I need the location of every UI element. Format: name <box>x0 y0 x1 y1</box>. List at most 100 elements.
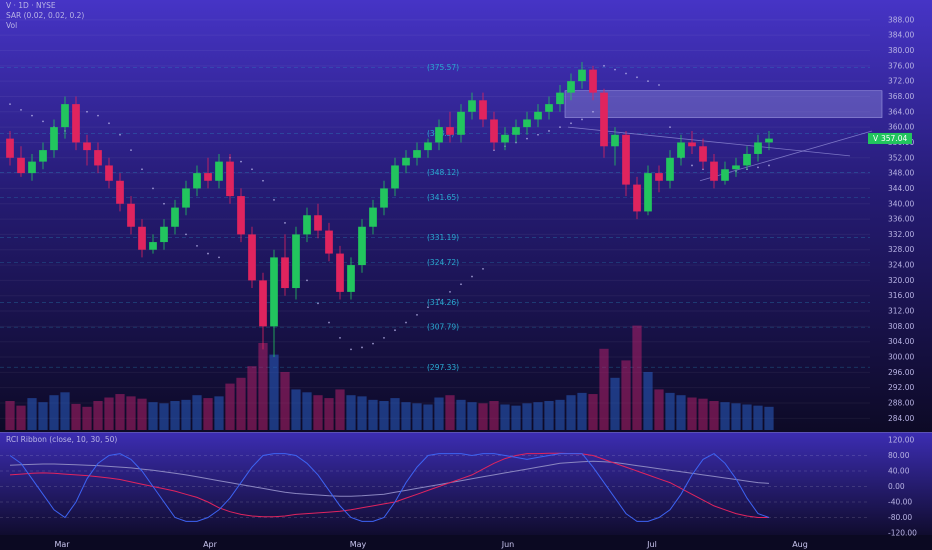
rci-legend[interactable]: RCI Ribbon (close, 10, 30, 50) <box>6 435 118 444</box>
candle-body <box>512 127 520 135</box>
sar-dot <box>251 168 253 171</box>
symbol-legend[interactable]: V · 1D · NYSE <box>6 1 56 10</box>
candle-body <box>193 173 201 189</box>
volume-bar <box>621 360 631 430</box>
volume-bar <box>665 392 675 430</box>
candle-body <box>402 157 410 166</box>
price-tick-label: 380.00 <box>888 46 914 55</box>
last-price-badge: V 357.04 <box>868 132 912 144</box>
sar-dot <box>31 114 33 117</box>
time-tick-label: Aug <box>792 540 808 549</box>
volume-bar <box>71 403 81 430</box>
price-tick-label: 384.00 <box>888 31 914 40</box>
volume-bar <box>115 394 125 430</box>
candle-body <box>28 161 36 174</box>
candle-body <box>72 104 80 143</box>
sar-dot <box>625 72 627 75</box>
candle-body <box>490 119 498 143</box>
candle-body <box>380 188 388 208</box>
sar-dot <box>559 126 561 129</box>
sar-dot <box>449 290 451 293</box>
price-tick-label: 320.00 <box>888 276 914 285</box>
candle-body <box>204 173 212 181</box>
volume-bar <box>93 401 103 430</box>
volume-bar <box>489 401 499 430</box>
sar-dot <box>185 233 187 236</box>
time-axis[interactable]: Mar Apr May Jun Jul Aug <box>54 540 807 549</box>
volume-bar <box>49 395 59 430</box>
sar-legend[interactable]: SAR (0.02, 0.02, 0.2) <box>6 11 85 20</box>
volume-bar <box>599 348 609 430</box>
volume-bar <box>82 406 92 430</box>
rci-tick-label: -40.00 <box>888 498 912 507</box>
sar-dot <box>108 122 110 125</box>
sar-dot <box>438 298 440 301</box>
sar-dot <box>273 199 275 201</box>
price-axis[interactable]: 388.00 384.00 380.00 376.00 372.00 368.00 364.… <box>888 15 914 423</box>
volume-bar <box>335 389 345 430</box>
volume-bar <box>511 405 521 430</box>
price-tick-label: 288.00 <box>888 399 914 408</box>
main-pane-background <box>0 0 932 432</box>
candle-body <box>50 127 58 151</box>
rci-pane-background <box>0 432 932 535</box>
candle-body <box>314 215 322 231</box>
price-tick-label: 312.00 <box>888 307 914 316</box>
volume-bar <box>379 401 389 430</box>
price-tick-label: 324.00 <box>888 261 914 270</box>
candle-body <box>710 161 718 181</box>
sar-dot <box>152 187 154 190</box>
rci-tick-label: 80.00 <box>888 451 910 460</box>
sar-dot <box>416 313 418 316</box>
candle-body <box>149 242 157 250</box>
candle-body <box>413 150 421 158</box>
volume-bar <box>16 405 26 430</box>
rci-tick-label: 0.00 <box>888 482 905 491</box>
supply-zone-rectangle[interactable] <box>564 90 883 118</box>
volume-bar <box>148 402 158 430</box>
sar-dot <box>581 118 583 121</box>
rci-axis[interactable]: 120.00 80.00 40.00 0.00 -40.00 -80.00 -120.00 <box>888 436 917 538</box>
volume-bars <box>5 325 774 430</box>
candle-body <box>556 92 564 105</box>
volume-bar <box>544 401 554 430</box>
candle-body <box>765 138 773 143</box>
sar-dot <box>383 336 385 339</box>
volume-bar <box>38 402 48 430</box>
candle-body <box>534 111 542 120</box>
price-tick-label: 332.00 <box>888 230 914 239</box>
price-tick-label: 336.00 <box>888 215 914 224</box>
volume-bar <box>291 389 301 430</box>
time-tick-label: Jul <box>646 540 657 549</box>
volume-bar <box>643 372 653 430</box>
sar-dot <box>482 267 484 270</box>
volume-bar <box>687 397 697 430</box>
rci-tick-label: -80.00 <box>888 513 912 522</box>
volume-bar <box>566 395 576 430</box>
volume-bar <box>126 396 136 430</box>
candle-body <box>468 100 476 112</box>
candle-body <box>622 134 630 185</box>
time-tick-label: Apr <box>203 540 218 549</box>
candle-body <box>446 127 454 135</box>
sar-dot <box>394 329 396 332</box>
volume-bar <box>60 392 70 430</box>
candle-body <box>479 100 487 120</box>
sar-dot <box>636 76 638 79</box>
sar-dot <box>196 245 198 247</box>
volume-legend[interactable]: Vol <box>6 21 18 30</box>
volume-bar <box>654 389 664 430</box>
price-tick-label: 304.00 <box>888 337 914 346</box>
candle-body <box>237 196 245 235</box>
candle-body <box>17 157 25 174</box>
rci-long-line <box>9 460 770 497</box>
candle-body <box>83 142 91 151</box>
candle-body <box>182 188 190 208</box>
candle-body <box>501 134 509 143</box>
volume-bar <box>225 383 235 430</box>
volume-bar <box>280 372 290 430</box>
sar-dot <box>130 149 132 152</box>
rci-ribbon-lines <box>0 452 870 522</box>
volume-bar <box>709 401 719 430</box>
